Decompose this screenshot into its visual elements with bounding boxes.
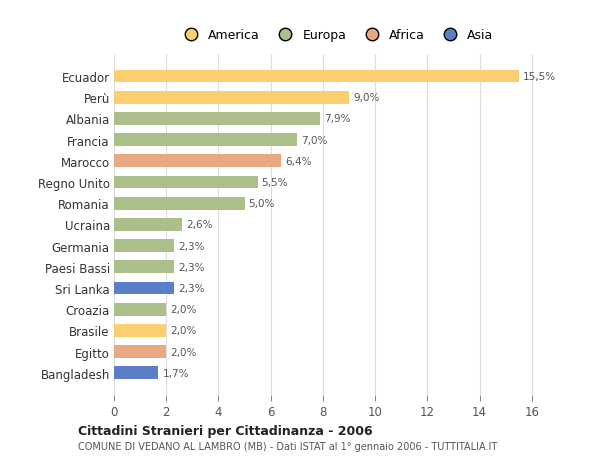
Text: 2,6%: 2,6%	[186, 220, 212, 230]
Bar	[114, 176, 257, 189]
Bar	[114, 155, 281, 168]
Text: 2,3%: 2,3%	[178, 262, 205, 272]
Bar	[114, 261, 174, 274]
Bar	[114, 367, 158, 379]
Bar	[114, 197, 245, 210]
Text: 5,5%: 5,5%	[262, 178, 288, 188]
Text: 7,9%: 7,9%	[324, 114, 351, 124]
Text: 2,3%: 2,3%	[178, 241, 205, 251]
Text: 2,3%: 2,3%	[178, 283, 205, 293]
Bar	[114, 113, 320, 125]
Legend: America, Europa, Africa, Asia: America, Europa, Africa, Asia	[173, 24, 499, 47]
Text: 2,0%: 2,0%	[170, 347, 197, 357]
Text: 5,0%: 5,0%	[248, 199, 275, 209]
Bar	[114, 346, 166, 358]
Text: Cittadini Stranieri per Cittadinanza - 2006: Cittadini Stranieri per Cittadinanza - 2…	[78, 424, 373, 437]
Bar	[114, 303, 166, 316]
Bar	[114, 218, 182, 231]
Text: 15,5%: 15,5%	[523, 72, 556, 82]
Bar	[114, 240, 174, 252]
Text: 2,0%: 2,0%	[170, 326, 197, 336]
Bar	[114, 71, 519, 83]
Bar	[114, 92, 349, 104]
Text: 2,0%: 2,0%	[170, 304, 197, 314]
Text: 9,0%: 9,0%	[353, 93, 379, 103]
Bar	[114, 282, 174, 295]
Text: 6,4%: 6,4%	[285, 157, 311, 167]
Bar	[114, 325, 166, 337]
Text: 7,0%: 7,0%	[301, 135, 327, 146]
Bar	[114, 134, 297, 147]
Text: COMUNE DI VEDANO AL LAMBRO (MB) - Dati ISTAT al 1° gennaio 2006 - TUTTITALIA.IT: COMUNE DI VEDANO AL LAMBRO (MB) - Dati I…	[78, 441, 497, 451]
Text: 1,7%: 1,7%	[163, 368, 189, 378]
